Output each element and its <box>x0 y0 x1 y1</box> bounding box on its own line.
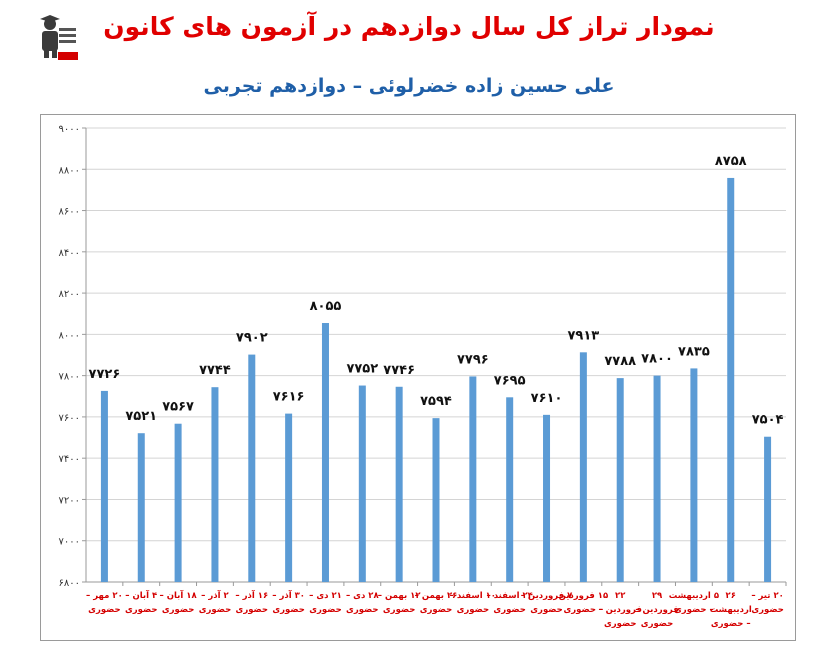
category-label: ۲۲ فروردین – حضوری <box>598 591 641 629</box>
y-tick-label: ۸۰۰۰ <box>59 330 80 341</box>
bar <box>321 323 329 582</box>
data-label: ۷۶۱۶ <box>273 390 305 405</box>
category-label: ۱۲ بهمن – حضوری <box>378 591 422 615</box>
y-tick-label: ۸۸۰۰ <box>59 165 80 176</box>
data-label: ۷۶۱۰ <box>531 391 563 406</box>
bar <box>137 433 145 582</box>
data-label: ۸۰۵۵ <box>310 299 342 314</box>
bar <box>653 375 661 582</box>
y-tick-label: ۸۶۰۰ <box>59 207 80 218</box>
y-tick-label: ۹۰۰۰ <box>59 124 80 135</box>
bar <box>579 352 587 582</box>
bar <box>248 354 256 582</box>
data-label: ۷۹۱۳ <box>567 328 599 343</box>
data-label: ۷۷۵۲ <box>346 362 378 377</box>
y-tick-label: ۷۰۰۰ <box>59 537 80 548</box>
y-tick-label: ۸۴۰۰ <box>59 248 80 259</box>
bar <box>285 413 293 582</box>
data-label: ۷۷۲۶ <box>89 367 121 382</box>
y-tick-label: ۶۸۰۰ <box>59 578 80 589</box>
category-label: ۲۰ تیر – حضوری <box>751 591 784 615</box>
data-label: ۷۵۹۴ <box>420 394 452 409</box>
bar <box>690 368 698 582</box>
category-label: ۳۰ آذر – حضوری <box>272 589 305 615</box>
bar <box>764 436 772 582</box>
data-label: ۷۷۸۸ <box>604 354 636 369</box>
data-labels: ۷۷۲۶ ۷۵۲۱ ۷۵۶۷ ۷۷۴۴ ۷۹۰۲ ۷۶۱۶ ۸۰۵۵ ۷۷۵۲ ۷۷۴۶ ۷۵۹۴… <box>89 154 784 428</box>
bar <box>469 376 477 582</box>
category-label: ۲۰ مهر – حضوری <box>86 591 123 615</box>
category-label: ۵ اردیبهشت – حضوری <box>669 591 719 615</box>
bar <box>543 414 551 582</box>
y-tick-label: ۷۶۰۰ <box>59 413 80 424</box>
bar <box>358 385 366 582</box>
bar <box>395 386 403 582</box>
bar <box>211 387 219 582</box>
category-label: ۱۰ اسفند – حضوری <box>450 591 496 615</box>
data-label: ۷۸۳۵ <box>678 344 710 359</box>
data-label: ۷۵۲۱ <box>125 409 157 424</box>
bar <box>727 177 735 582</box>
data-label: ۷۷۹۶ <box>457 352 489 367</box>
y-tick-label: ۷۸۰۰ <box>59 372 80 383</box>
category-label: ۲۴ اسفند – حضوری <box>487 591 533 615</box>
gridlines <box>85 127 787 586</box>
data-label: ۷۸۰۰ <box>641 352 673 367</box>
data-label: ۷۵۶۷ <box>162 400 194 415</box>
y-axis-ticks: ۶۸۰۰ ۷۰۰۰ ۷۲۰۰ ۷۴۰۰ ۷۶۰۰ ۷۸۰۰ ۸۰۰۰ ۸۲۰۰ ۸۴۰۰ ۸۶۰۰… <box>59 124 86 589</box>
data-label: ۷۶۹۵ <box>494 373 526 388</box>
data-label: ۷۷۴۴ <box>199 363 231 378</box>
data-label: ۷۹۰۲ <box>236 331 268 346</box>
bar <box>174 423 182 582</box>
y-tick-label: ۷۲۰۰ <box>59 495 80 506</box>
category-label: ۲۹ فروردین – حضوری <box>635 591 678 629</box>
bar <box>100 390 108 582</box>
bars <box>100 177 772 582</box>
category-label: ۷ فروردین – حضوری <box>521 591 573 615</box>
category-label: ۲۶ بهمن – حضوری <box>415 591 458 615</box>
student-graduate-logo-icon <box>36 12 78 62</box>
data-label: ۷۷۴۶ <box>383 363 415 378</box>
data-label: ۷۵۰۴ <box>752 413 784 428</box>
data-label: ۸۷۵۸ <box>715 154 747 169</box>
page-title: نمودار تراز کل سال دوازدهم در آزمون های … <box>103 12 715 41</box>
bar <box>616 378 624 582</box>
category-label: ۴ آبان – حضوری <box>125 589 158 615</box>
bar <box>506 397 514 582</box>
category-label: ۲۱ دی – حضوری <box>309 591 342 615</box>
category-label: ۱۸ آبان – حضوری <box>160 589 198 615</box>
chart-frame <box>40 114 796 641</box>
y-tick-label: ۸۲۰۰ <box>59 289 80 300</box>
category-label: ۱۶ آذر – حضوری <box>235 589 268 615</box>
category-label: ۲۸ دی – حضوری <box>346 591 380 615</box>
category-label: ۲۶ اردیبهشت – حضوری <box>710 591 752 629</box>
y-tick-label: ۷۴۰۰ <box>59 454 80 465</box>
bar <box>432 418 440 582</box>
page-subtitle: علی حسین زاده خضرلوئی – دوازدهم تجربی <box>203 75 615 97</box>
category-label: ۲ آذر – حضوری <box>199 589 232 615</box>
category-label: ۱۵ فروردین – حضوری <box>559 591 609 615</box>
